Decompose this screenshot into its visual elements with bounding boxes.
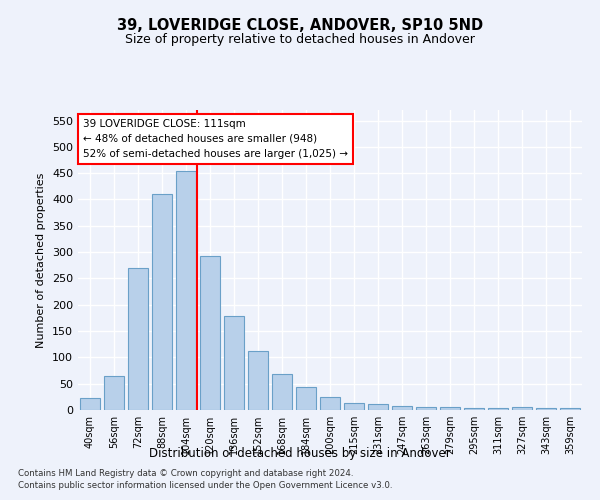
Bar bbox=[248, 351, 268, 410]
Bar bbox=[416, 407, 436, 410]
Bar bbox=[200, 256, 220, 410]
Bar bbox=[464, 408, 484, 410]
Bar bbox=[224, 316, 244, 410]
Bar bbox=[80, 398, 100, 410]
Text: 39, LOVERIDGE CLOSE, ANDOVER, SP10 5ND: 39, LOVERIDGE CLOSE, ANDOVER, SP10 5ND bbox=[117, 18, 483, 32]
Bar bbox=[152, 194, 172, 410]
Text: Contains public sector information licensed under the Open Government Licence v3: Contains public sector information licen… bbox=[18, 481, 392, 490]
Bar bbox=[368, 404, 388, 410]
Bar bbox=[536, 408, 556, 410]
Bar bbox=[320, 398, 340, 410]
Bar bbox=[560, 408, 580, 410]
Text: 39 LOVERIDGE CLOSE: 111sqm
← 48% of detached houses are smaller (948)
52% of sem: 39 LOVERIDGE CLOSE: 111sqm ← 48% of deta… bbox=[83, 119, 348, 158]
Bar bbox=[104, 376, 124, 410]
Text: Size of property relative to detached houses in Andover: Size of property relative to detached ho… bbox=[125, 32, 475, 46]
Bar bbox=[392, 406, 412, 410]
Bar bbox=[296, 388, 316, 410]
Bar bbox=[488, 408, 508, 410]
Y-axis label: Number of detached properties: Number of detached properties bbox=[37, 172, 46, 348]
Bar bbox=[344, 402, 364, 410]
Text: Contains HM Land Registry data © Crown copyright and database right 2024.: Contains HM Land Registry data © Crown c… bbox=[18, 468, 353, 477]
Bar bbox=[272, 374, 292, 410]
Bar bbox=[512, 408, 532, 410]
Text: Distribution of detached houses by size in Andover: Distribution of detached houses by size … bbox=[149, 448, 451, 460]
Bar bbox=[440, 407, 460, 410]
Bar bbox=[176, 170, 196, 410]
Bar bbox=[128, 268, 148, 410]
